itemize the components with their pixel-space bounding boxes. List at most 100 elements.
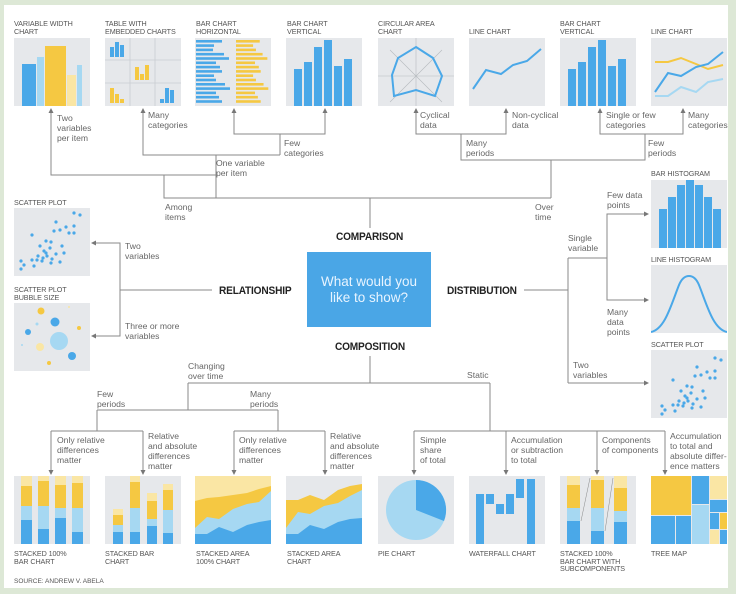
stack-segment (21, 476, 32, 486)
thumb-dist-scatter-plot (651, 350, 727, 418)
note: Two variables (125, 241, 160, 261)
note: Two variables per item (57, 113, 92, 143)
note: Many periods (250, 389, 279, 409)
connector-over-time (460, 134, 646, 198)
stack-segment (55, 476, 66, 485)
chart-title: VARIABLE WIDTH CHART (14, 19, 73, 36)
thumb-bar-chart-horizontal (195, 38, 271, 106)
bar-mark (196, 91, 216, 95)
chart-title: WATERFALL CHART (469, 549, 536, 558)
chart-title: SCATTER PLOT BUBBLE SIZE (14, 285, 67, 302)
bar-mark (196, 83, 225, 86)
scatter-point (671, 403, 675, 407)
thumb-bar-chart-vertical (286, 38, 362, 106)
scatter-point (58, 228, 62, 232)
note: Only relative differences matter (239, 435, 287, 465)
thumb-waterfall-chart (469, 476, 545, 544)
scatter-point (72, 231, 76, 235)
scatter-point (36, 254, 40, 258)
scatter-point (699, 373, 703, 377)
scatter-point (691, 402, 695, 406)
chart-title: STACKED AREA 100% CHART (196, 549, 250, 566)
scatter-point (44, 239, 48, 243)
bar-mark (196, 65, 220, 69)
thumb-stacked-100-subcomponents (560, 476, 636, 544)
scatter-point (60, 244, 64, 248)
scatter-point (676, 403, 680, 407)
scatter-point (41, 256, 45, 260)
bar-mark (196, 52, 224, 56)
scatter-point (30, 233, 34, 237)
bar-mark (236, 91, 255, 95)
chart-title: STACKED BAR CHART (105, 549, 155, 566)
thumb-bar-histogram (651, 180, 727, 248)
thumb-pie-chart (378, 476, 454, 544)
bar-mark (196, 70, 222, 73)
note: Many categories (688, 110, 728, 130)
bar-mark (236, 40, 260, 43)
thumb-tree-map (651, 476, 727, 544)
chart-title: CIRCULAR AREA CHART (378, 19, 435, 36)
bar-mark (196, 100, 222, 103)
bar-mark (196, 74, 214, 77)
category-comparison: COMPARISON (336, 231, 404, 243)
scatter-point (679, 389, 683, 393)
scatter-point (713, 356, 717, 360)
thumb-bar-chart-vertical-2 (560, 38, 636, 106)
bar-mark (236, 70, 261, 73)
scatter-point (663, 408, 667, 412)
thumb-table-embedded-charts (105, 38, 181, 106)
bar-mark (236, 78, 256, 82)
bar-mark (236, 87, 269, 90)
scatter-point (42, 249, 46, 253)
scatter-point (49, 261, 53, 265)
scatter-point (49, 240, 53, 244)
note: Many data points (607, 307, 630, 337)
thumb-stacked-bar (105, 476, 181, 544)
chart-title: LINE CHART (651, 27, 693, 36)
note: One variable per item (216, 158, 265, 178)
thumb-scatter-bubble (14, 303, 90, 371)
scatter-point (671, 378, 675, 382)
scatter-point (67, 231, 71, 235)
note: Accumulation to total and absolute diffe… (670, 431, 727, 471)
stack-segment (21, 486, 32, 506)
category-relationship: RELATIONSHIP (219, 285, 292, 297)
scatter-point (695, 365, 699, 369)
note: Few periods (648, 138, 677, 158)
note: Three or more variables (125, 321, 180, 341)
note: Few categories (284, 138, 324, 158)
scatter-point (701, 389, 705, 393)
scatter-point (72, 211, 76, 215)
thumb-stacked-area-100 (195, 476, 271, 544)
scatter-point (660, 404, 664, 408)
note: Simple share of total (420, 435, 447, 465)
scatter-point (54, 252, 58, 256)
scatter-point (713, 376, 717, 380)
note: Relative and absolute differences matter (148, 431, 198, 471)
chart-title: BAR HISTOGRAM (651, 169, 710, 178)
scatter-point (690, 406, 694, 410)
bar-mark (196, 44, 214, 47)
bar-mark (196, 87, 230, 90)
connector-scatter (91, 240, 121, 290)
stack-segment (38, 506, 49, 529)
connector-few-periods (51, 410, 143, 432)
scatter-point (50, 257, 54, 261)
scatter-point (19, 267, 23, 271)
chart-title: BAR CHART VERTICAL (560, 19, 601, 36)
note: Cyclical data (420, 110, 450, 130)
note: Many periods (466, 138, 495, 158)
note: Only relative differences matter (57, 435, 105, 465)
note: Few data points (607, 190, 643, 210)
category-composition: COMPOSITION (335, 341, 405, 353)
scatter-point (38, 244, 42, 248)
connector-distribution (524, 258, 569, 383)
stack-segment (72, 483, 83, 508)
connector-line-2 (645, 108, 686, 135)
chart-title: BAR CHART HORIZONTAL (196, 19, 241, 36)
connector-bar-vertical-2 (597, 108, 645, 135)
thumb-variable-width-chart (14, 38, 90, 106)
connector-many-periods (234, 410, 325, 432)
